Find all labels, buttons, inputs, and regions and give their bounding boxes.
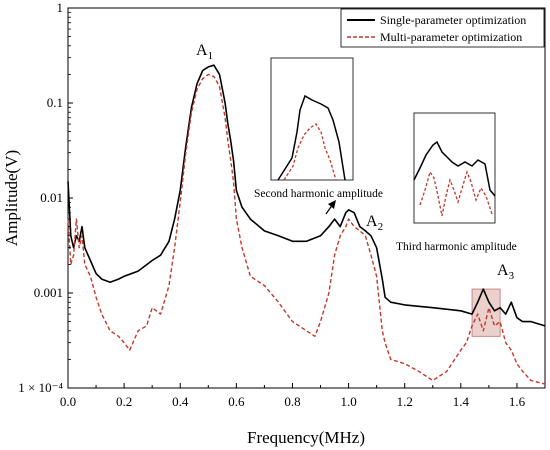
inset-single-line <box>277 94 346 181</box>
legend-label-single: Single-parameter optimization <box>380 13 526 27</box>
peak-label-a3: A3 <box>497 262 515 282</box>
series-layer <box>67 64 546 385</box>
third-harmonic-label: Third harmonic amplitude <box>396 241 517 253</box>
y-axis-ticks: 1 × 10⁻⁴ 0.001 0.01 0.1 1 <box>18 0 73 395</box>
x-tick-label: 0.0 <box>60 394 76 409</box>
y-axis-title: Amplitude(V) <box>2 150 21 246</box>
y-tick-label: 0.01 <box>40 190 63 205</box>
x-tick-label: 0.8 <box>284 394 300 409</box>
arrow-head-icon <box>328 200 336 209</box>
x-tick-label: 0.4 <box>172 394 189 409</box>
y-tick-label: 1 × 10⁻⁴ <box>18 380 63 395</box>
x-tick-label: 1.2 <box>397 394 413 409</box>
x-axis-title: Frequency(MHz) <box>247 428 365 447</box>
inset-single-line <box>413 140 496 197</box>
second-harmonic-label: Second harmonic amplitude <box>254 188 383 200</box>
peak-label-a2: A2 <box>366 213 383 233</box>
legend-box <box>340 8 545 48</box>
x-tick-label: 1.0 <box>340 394 356 409</box>
x-tick-label: 1.6 <box>509 394 526 409</box>
x-axis-ticks: 0.0 0.2 0.4 0.6 0.8 1.0 1.2 1.4 1.6 <box>60 383 546 409</box>
series-line-0 <box>67 64 546 327</box>
third-harmonic-inset <box>413 112 496 224</box>
legend: Single-parameter optimization Multi-para… <box>340 8 545 48</box>
y-tick-label: 1 <box>57 0 64 15</box>
series-line-1 <box>67 73 546 385</box>
peak-label-a1: A1 <box>196 42 213 62</box>
y-tick-label: 0.001 <box>34 285 63 300</box>
inset-frame <box>413 112 496 224</box>
inset-multi-line <box>419 170 493 217</box>
legend-label-multi: Multi-parameter optimization <box>380 30 522 44</box>
inset-multi-line <box>283 123 337 181</box>
x-tick-label: 0.6 <box>228 394 245 409</box>
inset-frame <box>270 57 354 181</box>
second-harmonic-inset <box>270 57 354 181</box>
x-tick-label: 1.4 <box>453 394 470 409</box>
y-tick-label: 0.1 <box>47 95 63 110</box>
x-tick-label: 0.2 <box>116 394 132 409</box>
